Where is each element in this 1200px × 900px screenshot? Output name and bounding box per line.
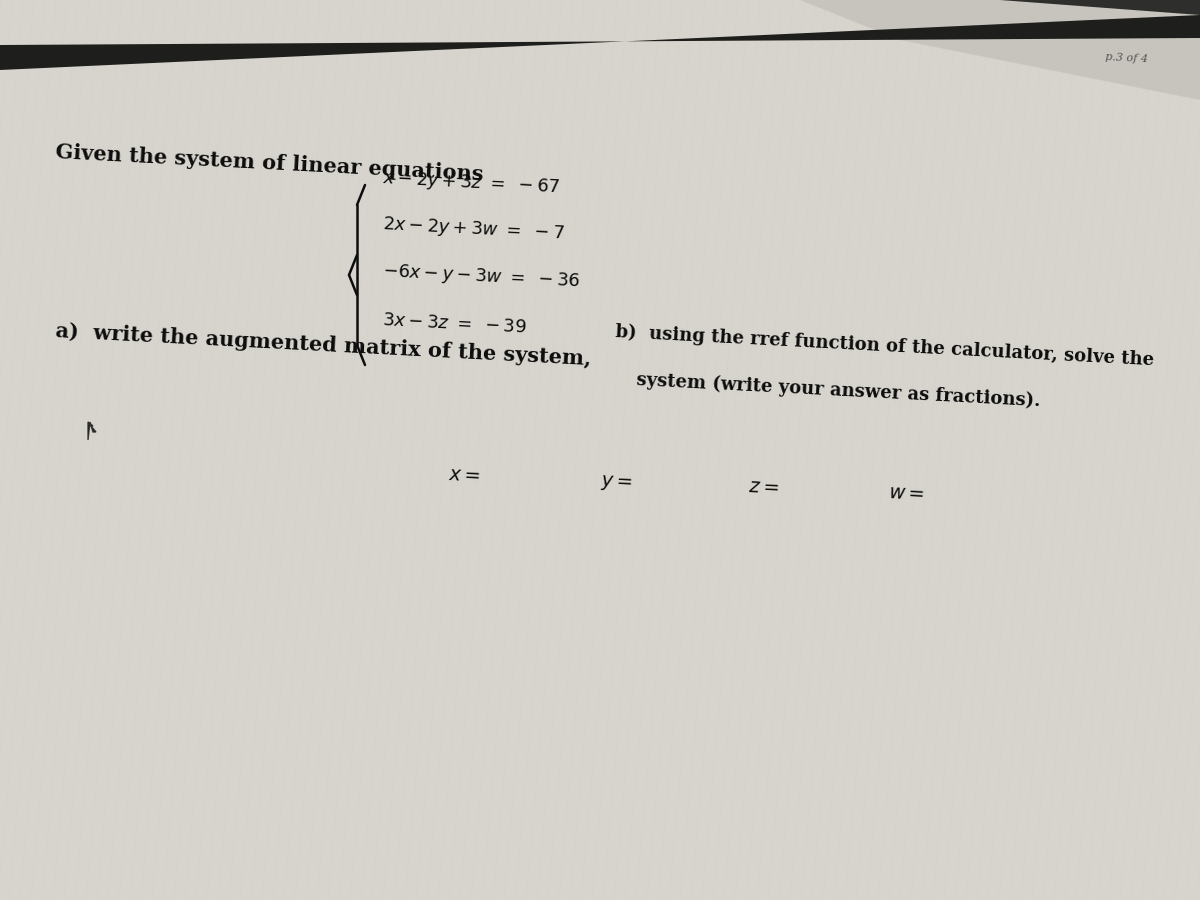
Text: $z =$: $z =$ xyxy=(748,479,779,498)
Polygon shape xyxy=(88,422,96,440)
Text: system (write your answer as fractions).: system (write your answer as fractions). xyxy=(636,371,1040,410)
Text: $-6x - y - 3w \ = \ -36$: $-6x - y - 3w \ = \ -36$ xyxy=(382,261,581,292)
Polygon shape xyxy=(800,0,1200,100)
Text: $y =$: $y =$ xyxy=(600,473,634,494)
Text: Given the system of linear equations: Given the system of linear equations xyxy=(55,141,484,184)
Text: $x =$: $x =$ xyxy=(448,466,481,486)
Text: $w =$: $w =$ xyxy=(888,484,925,504)
Polygon shape xyxy=(0,15,1200,70)
Text: $2x - 2y + 3w \ = \ -7$: $2x - 2y + 3w \ = \ -7$ xyxy=(382,214,565,245)
Text: b)  using the rref function of the calculator, solve the: b) using the rref function of the calcul… xyxy=(616,322,1154,369)
Text: a)  write the augmented matrix of the system,: a) write the augmented matrix of the sys… xyxy=(55,321,592,369)
Text: $x - 2y + 3z \ = \ -67$: $x - 2y + 3z \ = \ -67$ xyxy=(382,167,560,198)
Text: $3x - 3z \ = \ -39$: $3x - 3z \ = \ -39$ xyxy=(382,311,528,337)
Polygon shape xyxy=(1000,0,1200,38)
Text: p.3 of 4: p.3 of 4 xyxy=(1105,52,1148,64)
